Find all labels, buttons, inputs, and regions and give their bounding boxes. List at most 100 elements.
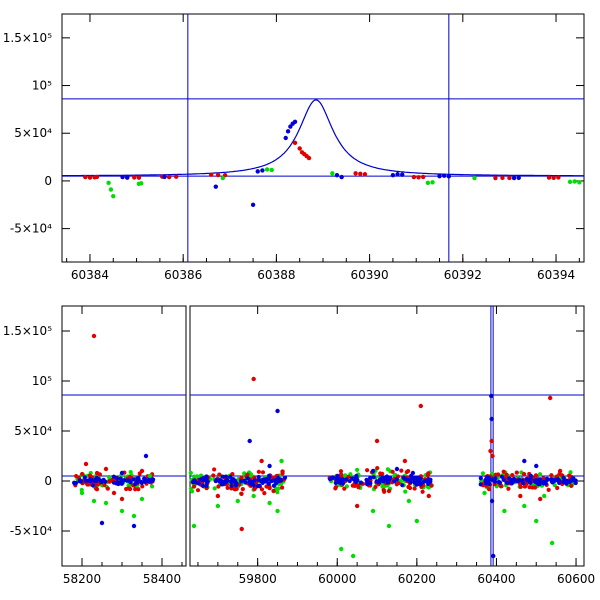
bottom-red-point bbox=[260, 470, 266, 475]
bottom-green-point bbox=[103, 500, 109, 506]
bottom-blue-point bbox=[99, 520, 105, 526]
bottom-blue-point bbox=[204, 483, 209, 488]
bottom-blue-point bbox=[499, 474, 504, 479]
top-green-point bbox=[430, 180, 435, 185]
bottom-blue-point bbox=[257, 483, 262, 488]
top-y-tick-label: 1.5×10⁵ bbox=[3, 31, 52, 45]
top-green-point bbox=[425, 180, 431, 186]
bottom-red-point bbox=[119, 496, 125, 502]
bottom-red-point bbox=[374, 438, 380, 444]
bottom-red-point bbox=[356, 485, 361, 490]
bottom-green-point bbox=[275, 490, 280, 495]
bottom-green-point bbox=[522, 503, 527, 509]
bottom-red-point bbox=[530, 485, 535, 490]
bottom-blue-point bbox=[400, 483, 405, 488]
bottom-red-point bbox=[103, 466, 109, 472]
top-y-tick-label: 0 bbox=[44, 174, 52, 188]
bottom-blue-point bbox=[330, 475, 335, 480]
bottom-red-point bbox=[394, 482, 399, 487]
bottom-red-point bbox=[262, 491, 267, 496]
bottom-green-point bbox=[480, 471, 486, 476]
bottom-blue-point bbox=[489, 393, 494, 399]
bottom-red-point bbox=[83, 461, 89, 467]
bottom-red-point bbox=[547, 395, 553, 401]
bottom-blue-point bbox=[275, 408, 280, 414]
top-red-point bbox=[546, 175, 552, 180]
bottom-green-point bbox=[149, 484, 155, 489]
top-green-point bbox=[264, 167, 270, 172]
bottom-red-point bbox=[406, 484, 411, 490]
bottom-red-point bbox=[191, 484, 197, 489]
top-blue-point bbox=[441, 173, 447, 178]
bottom-blue-point bbox=[271, 483, 277, 488]
bottom-blue-point bbox=[505, 480, 510, 485]
bottom-blue-point bbox=[351, 477, 356, 482]
bottom-green-point bbox=[212, 486, 217, 491]
bottom-blue-point bbox=[410, 470, 416, 476]
top-red-point bbox=[362, 172, 368, 177]
bottom-blue-point bbox=[275, 479, 280, 484]
bottom-blue-point bbox=[103, 479, 108, 484]
bottom-blue-point bbox=[243, 480, 248, 485]
bottom-blue-point bbox=[334, 478, 339, 484]
top-y-tick-label: -5×10⁴ bbox=[10, 222, 52, 236]
bottom-green-point bbox=[386, 523, 392, 529]
bottom-red-point bbox=[342, 486, 347, 491]
bottom-red-point bbox=[555, 485, 560, 491]
top-red-point bbox=[208, 172, 214, 177]
bottom-blue-point bbox=[358, 480, 364, 485]
bottom-y-tick-label: 10⁵ bbox=[32, 374, 52, 388]
bottom-blue-point bbox=[483, 480, 489, 486]
top-green-point bbox=[572, 179, 577, 184]
top-red-point bbox=[94, 174, 100, 180]
bottom-blue-point bbox=[492, 479, 498, 484]
bottom-red-point bbox=[216, 484, 221, 489]
top-x-tick-label: 60390 bbox=[351, 268, 389, 282]
bottom-blue-point bbox=[353, 479, 359, 485]
top-green-point bbox=[106, 180, 111, 186]
top-red-point bbox=[507, 175, 512, 181]
top-red-point bbox=[556, 175, 561, 180]
bottom-red-point bbox=[211, 473, 216, 478]
bottom-blue-point bbox=[415, 477, 420, 483]
bottom-red-point bbox=[510, 473, 515, 478]
bottom-red-point bbox=[549, 473, 554, 478]
bottom-blue-point bbox=[537, 481, 542, 486]
bottom-blue-point bbox=[135, 476, 140, 481]
bottom-blue-point bbox=[354, 473, 359, 479]
bottom-red-point bbox=[251, 376, 256, 382]
bottom-blue-point bbox=[202, 476, 207, 482]
bottom-red-point bbox=[533, 473, 539, 478]
bottom-blue-point bbox=[478, 476, 483, 481]
bottom-red-point bbox=[402, 458, 408, 464]
bottom-red-point bbox=[373, 484, 378, 490]
bottom-y-tick-label: 1.5×10⁵ bbox=[3, 324, 52, 338]
bottom-blue-point bbox=[555, 477, 561, 482]
bottom-blue-point bbox=[371, 475, 376, 480]
bottom-green-point bbox=[549, 540, 555, 546]
bottom-red-point bbox=[352, 483, 357, 489]
bottom-blue-point bbox=[374, 479, 379, 484]
bottom-green-point bbox=[537, 472, 543, 477]
bottom-blue-point bbox=[562, 478, 567, 483]
bottom-green-point bbox=[235, 498, 240, 504]
bottom-red-point bbox=[232, 487, 237, 492]
bottom-blue-point bbox=[491, 553, 496, 559]
bottom-green-point bbox=[534, 518, 539, 524]
bottom-red-point bbox=[102, 482, 107, 488]
bottom-red-point bbox=[541, 476, 546, 481]
bottom-red-point bbox=[239, 491, 244, 497]
bottom-green-point bbox=[188, 470, 193, 475]
bottom-blue-point bbox=[541, 479, 546, 484]
top-x-tick-label: 60392 bbox=[444, 268, 482, 282]
bottom-red-point bbox=[501, 469, 506, 474]
bottom-blue-point bbox=[335, 473, 340, 479]
bottom-blue-point bbox=[544, 478, 550, 483]
bottom-green-point bbox=[275, 508, 280, 514]
bottom-blue-point bbox=[501, 477, 506, 482]
bottom-blue-point bbox=[73, 480, 79, 486]
bottom-red-point bbox=[521, 472, 527, 477]
bottom-blue-point bbox=[422, 478, 428, 484]
top-green-point bbox=[269, 167, 274, 173]
top-blue-point bbox=[437, 173, 442, 179]
